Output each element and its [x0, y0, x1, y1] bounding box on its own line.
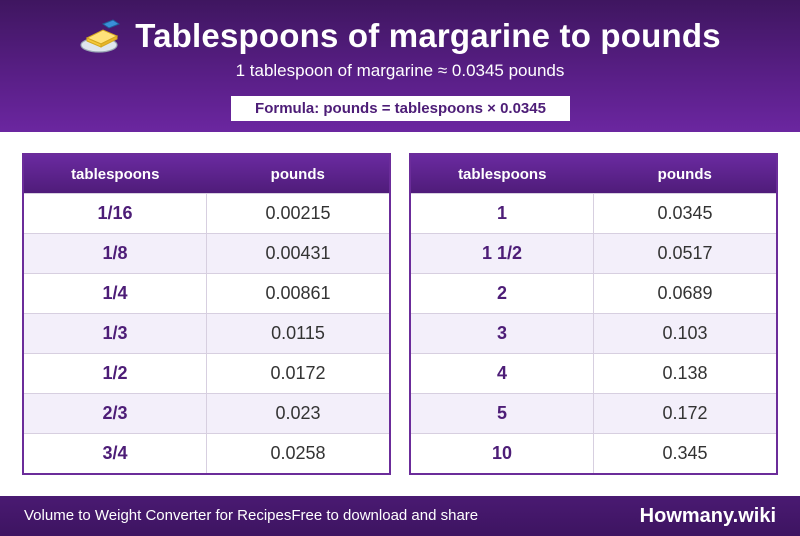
table-row: 2/3 0.023: [24, 393, 389, 433]
pounds-cell: 0.0115: [271, 323, 325, 343]
tablespoons-cell: 5: [411, 394, 594, 433]
table-row: 1/4 0.00861: [24, 273, 389, 313]
tablespoons-cell: 1 1/2: [411, 234, 594, 273]
tablespoons-cell: 1/8: [24, 234, 207, 273]
page-title: Tablespoons of margarine to pounds: [135, 17, 721, 54]
pounds-cell: 0.023: [275, 403, 321, 423]
tablespoons-cell: 2/3: [24, 394, 207, 433]
pounds-cell: 0.138: [662, 363, 708, 383]
subtitle: 1 tablespoon of margarine ≈ 0.0345 pound…: [235, 61, 565, 80]
column-header-tablespoons: tablespoons: [458, 165, 547, 183]
pounds-cell: 0.0345: [657, 203, 713, 223]
margarine-icon: [79, 16, 123, 56]
brand-link[interactable]: Howmany.wiki: [639, 505, 776, 527]
table-row: 10 0.345: [411, 433, 776, 473]
tablespoons-cell: 4: [411, 354, 594, 393]
conversion-table-right: tablespoons pounds 1 0.0345 1 1/2 0.0517…: [409, 153, 778, 475]
pounds-cell: 0.0258: [270, 443, 326, 463]
table-row: 2 0.0689: [411, 273, 776, 313]
pounds-cell: 0.00861: [265, 283, 331, 303]
table-row: 1/3 0.0115: [24, 313, 389, 353]
column-header-tablespoons: tablespoons: [71, 165, 160, 183]
table-header: tablespoons pounds: [24, 155, 389, 193]
table-row: 1 1/2 0.0517: [411, 233, 776, 273]
tablespoons-cell: 1/16: [24, 194, 207, 233]
conversion-table-left: tablespoons pounds 1/16 0.00215 1/8 0.00…: [22, 153, 391, 475]
table-row: 5 0.172: [411, 393, 776, 433]
pounds-cell: 0.0689: [657, 283, 713, 303]
tablespoons-cell: 1/3: [24, 314, 207, 353]
title-row: Tablespoons of margarine to pounds: [0, 14, 800, 58]
tablespoons-cell: 3/4: [24, 434, 207, 473]
formula-box: Formula: pounds = tablespoons × 0.0345: [231, 96, 570, 121]
pounds-cell: 0.103: [662, 323, 708, 343]
column-header-pounds: pounds: [657, 165, 712, 183]
tablespoons-cell: 1/4: [24, 274, 207, 313]
table-row: 1 0.0345: [411, 193, 776, 233]
table-row: 3/4 0.0258: [24, 433, 389, 473]
pounds-cell: 0.172: [662, 403, 708, 423]
table-row: 1/16 0.00215: [24, 193, 389, 233]
footer-tagline: Volume to Weight Converter for RecipesFr…: [24, 507, 479, 524]
tablespoons-cell: 3: [411, 314, 594, 353]
pounds-cell: 0.0517: [657, 243, 713, 263]
header: Tablespoons of margarine to pounds 1 tab…: [0, 0, 800, 132]
table-row: 1/8 0.00431: [24, 233, 389, 273]
footer: Volume to Weight Converter for RecipesFr…: [0, 496, 800, 536]
table-row: 1/2 0.0172: [24, 353, 389, 393]
table-header: tablespoons pounds: [411, 155, 776, 193]
pounds-cell: 0.345: [662, 443, 708, 463]
pounds-cell: 0.0172: [270, 363, 326, 383]
table-row: 4 0.138: [411, 353, 776, 393]
pounds-cell: 0.00431: [265, 243, 331, 263]
tablespoons-cell: 1/2: [24, 354, 207, 393]
pounds-cell: 0.00215: [265, 203, 331, 223]
column-header-pounds: pounds: [270, 165, 325, 183]
tablespoons-cell: 10: [411, 434, 594, 473]
table-row: 3 0.103: [411, 313, 776, 353]
tablespoons-cell: 1: [411, 194, 594, 233]
tablespoons-cell: 2: [411, 274, 594, 313]
